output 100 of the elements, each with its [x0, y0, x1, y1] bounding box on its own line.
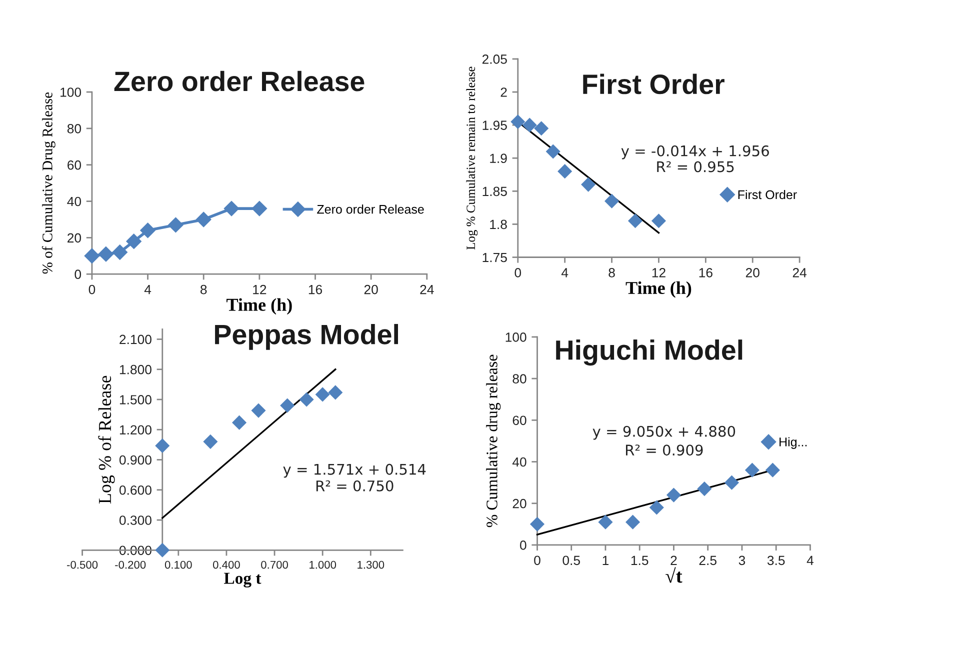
point: [203, 434, 218, 449]
chart-title: Higuchi Model: [556, 340, 742, 366]
x-tick-label: 0.100: [164, 560, 192, 569]
legend-label: Hig...: [780, 437, 807, 449]
x-axis-title: Time (h): [626, 281, 692, 298]
point: [510, 114, 526, 130]
point: [604, 194, 620, 208]
point: [299, 392, 314, 407]
x-tick-label: 0.5: [562, 556, 580, 566]
annotation: y = -0.014x + 1.956: [621, 145, 769, 160]
point: [697, 482, 712, 496]
x-tick-label: 1.300: [358, 560, 384, 569]
legend-label: Zero order Release: [317, 204, 424, 214]
point: [649, 500, 664, 515]
x-tick-label: 3.5: [767, 556, 785, 566]
annotation: R² = 0.909: [626, 444, 703, 456]
x-tick-label: -0.200: [115, 560, 146, 569]
x-tick-label: 12: [652, 268, 666, 278]
point: [765, 462, 780, 478]
point: [328, 385, 343, 400]
y-tick-label: 40: [67, 196, 82, 206]
y-tick-label: 1.800: [120, 364, 152, 374]
y-axis-title: % Cumulative drug release: [486, 354, 501, 528]
point: [651, 214, 666, 228]
x-tick-label: 2.5: [699, 556, 716, 566]
chart-title: Peppas Model: [215, 324, 398, 350]
point: [546, 144, 560, 159]
x-tick-label: 4: [144, 285, 152, 294]
x-tick-label: 24: [420, 284, 434, 294]
y-tick-label: 100: [60, 88, 82, 97]
y-tick-label: 0.300: [119, 516, 152, 525]
y-tick-label: 100: [506, 332, 526, 342]
point: [126, 234, 142, 249]
x-axis-title: Log t: [224, 572, 262, 588]
y-tick-label: 0.900: [119, 455, 152, 465]
annotation: R² = 0.955: [657, 161, 734, 172]
point: [112, 244, 128, 260]
y-tick-label: 20: [512, 498, 526, 508]
point: [315, 387, 330, 402]
y-tick-label: 2: [500, 88, 507, 97]
chart-title: First Order: [583, 74, 724, 94]
y-tick-label: 40: [512, 457, 526, 467]
point: [522, 118, 537, 132]
point: [628, 214, 643, 228]
point: [98, 246, 114, 262]
y-axis-title: Log % of Release: [98, 376, 115, 504]
x-tick-label: 0.700: [261, 560, 288, 569]
y-tick-label: 80: [512, 374, 526, 384]
point: [280, 398, 295, 413]
y-tick-label: 1.500: [120, 395, 152, 404]
x-tick-label: 16: [699, 268, 712, 278]
y-tick-label: 1.85: [482, 186, 507, 196]
y-tick-label: 60: [512, 416, 526, 426]
point: [581, 177, 596, 192]
y-tick-label: 1.75: [482, 252, 507, 262]
point: [168, 217, 184, 233]
x-tick-label: 4: [806, 556, 814, 565]
point: [252, 200, 267, 216]
chart-title: Zero order Release: [114, 70, 364, 92]
y-tick-label: 60: [68, 160, 82, 170]
point: [155, 542, 170, 558]
x-tick-label: 20: [364, 284, 378, 294]
x-tick-label: 12: [253, 284, 266, 294]
y-tick-label: 1.200: [120, 425, 152, 435]
y-tick-label: 1.95: [482, 120, 507, 130]
y-axis-title: % of Cumulative Drug Release: [42, 92, 56, 274]
y-tick-label: 0: [520, 540, 526, 550]
x-tick-label: 1.5: [631, 556, 648, 566]
x-axis-title: √t: [666, 567, 682, 583]
point: [744, 462, 760, 478]
x-tick-label: 16: [308, 284, 322, 294]
x-tick-label: 20: [746, 268, 760, 278]
point: [558, 164, 572, 179]
point: [666, 488, 682, 502]
point: [530, 516, 545, 532]
x-tick-label: 0.400: [212, 560, 240, 569]
y-tick-label: 0.600: [119, 485, 152, 495]
x-tick-label: 1.000: [310, 560, 336, 569]
annotation: y = 1.571x + 0.514: [283, 464, 426, 478]
x-axis-title: Time (h): [226, 298, 292, 315]
x-tick-label: 4: [561, 268, 568, 278]
point: [251, 403, 266, 418]
point: [534, 121, 549, 136]
point: [84, 248, 100, 264]
point: [232, 415, 247, 430]
x-tick-label: 8: [200, 284, 207, 294]
x-tick-label: 1: [602, 556, 609, 565]
y-tick-label: 2.100: [120, 334, 152, 344]
point: [724, 475, 740, 490]
x-tick-label: -0.500: [67, 560, 98, 569]
y-tick-label: 80: [67, 124, 82, 134]
x-tick-label: 2: [670, 556, 677, 565]
y-tick-label: 1.8: [490, 220, 507, 230]
annotation: R² = 0.750: [316, 480, 394, 492]
y-tick-label: 20: [68, 233, 82, 243]
x-tick-label: 0: [534, 556, 540, 566]
annotation: y = 9.050x + 4.880: [592, 426, 736, 440]
x-tick-label: 8: [608, 268, 615, 278]
point: [140, 222, 156, 238]
point: [598, 514, 613, 530]
